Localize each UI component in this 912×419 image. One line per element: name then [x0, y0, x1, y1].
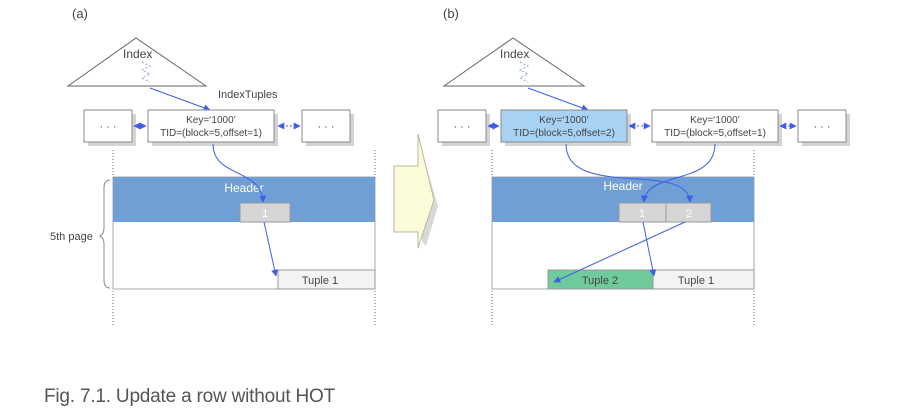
line-pointer-1-label: 1	[262, 208, 268, 220]
index-tuple-right-dots: · · ·	[317, 121, 334, 133]
index-tuple-tid: TID=(block=5,offset=1)	[160, 128, 262, 139]
index-tuple-left-b	[437, 109, 487, 143]
transition-arrow	[393, 133, 438, 249]
page-header-label-b: Header	[603, 179, 642, 193]
old-index-tuple-tid: TID=(block=5,offset=1)	[664, 128, 766, 139]
index-tuple-right	[301, 109, 351, 143]
index-tuple-left-b-dots: · · ·	[453, 121, 470, 133]
line-pointer-1-b-label: 1	[639, 208, 645, 220]
index-tree-triangle	[66, 37, 208, 87]
tuple-1-old	[652, 269, 755, 290]
pointer-to-tuple-arrow	[263, 221, 279, 277]
line-pointer-2-b-label: 2	[686, 208, 692, 220]
index-tuple-left	[83, 109, 133, 143]
index-tuple-right-b-dots: · · ·	[813, 121, 830, 133]
index-tuple-main	[147, 109, 275, 143]
figure-caption: Fig. 7.1. Update a row without HOT	[44, 386, 335, 407]
panel-b-label: (b)	[443, 6, 459, 21]
new-tid-to-pointer-2-arrow	[565, 143, 694, 203]
tuple-1	[277, 269, 376, 290]
tid-to-pointer-arrow	[212, 143, 267, 203]
new-index-tuple-tid: TID=(block=5,offset=2)	[513, 128, 615, 139]
tuple-1-old-label: Tuple 1	[678, 275, 714, 287]
index-label-b: Index	[500, 47, 529, 61]
index-tuple-right-b	[797, 109, 847, 143]
old-index-tuple	[651, 109, 779, 143]
new-index-tuple	[500, 109, 628, 143]
index-zigzag-b	[518, 61, 530, 83]
index-to-tuple-arrow	[149, 87, 211, 112]
index-tuple-left-dots: · · ·	[99, 121, 116, 133]
pointer-1-to-tuple-1-arrow	[642, 221, 657, 277]
line-pointer-2-b	[665, 202, 712, 223]
index-tuple-key: Key=‘1000’	[186, 115, 236, 126]
index-to-tuple-arrow-b	[527, 87, 589, 112]
page-label: 5th page	[50, 231, 93, 243]
index-zigzag	[140, 61, 152, 83]
old-tid-to-pointer-1-arrow	[640, 143, 716, 203]
old-index-tuple-key: Key=‘1000’	[690, 115, 740, 126]
tuple-1-label: Tuple 1	[302, 275, 338, 287]
pointer-2-to-tuple-2-arrow	[553, 221, 686, 283]
page-header-label: Header	[224, 181, 263, 195]
panel-a-label: (a)	[72, 6, 88, 21]
panel-a: (a) Index IndexTuples · · · Key=‘1000’ T…	[50, 6, 376, 326]
index-tree-triangle-b	[442, 37, 586, 87]
panel-b: (b) Index · · · Key=‘1000’ TID=(block=5,…	[437, 6, 850, 326]
tuple-2-label: Tuple 2	[582, 275, 618, 287]
index-label: Index	[123, 47, 152, 61]
line-pointer-1	[239, 202, 291, 223]
new-index-tuple-key: Key=‘1000’	[539, 115, 589, 126]
page-brace	[98, 179, 111, 289]
indextuples-label: IndexTuples	[218, 89, 278, 101]
